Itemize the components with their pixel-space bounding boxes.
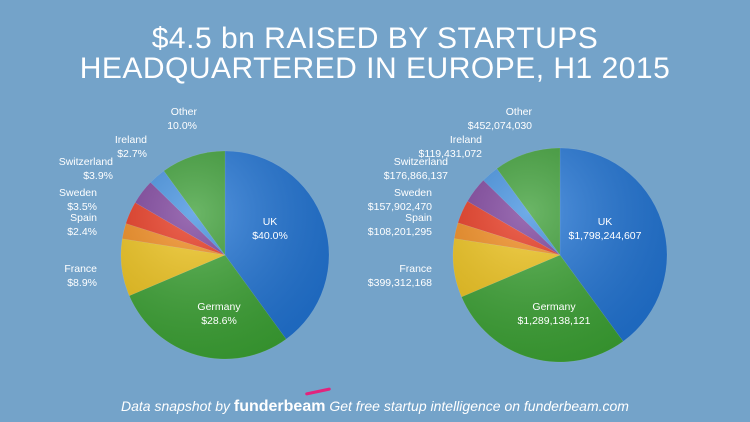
slice-value-germany: $28.6% (201, 315, 237, 327)
slice-label-ireland: Ireland (115, 134, 147, 146)
slice-value-uk: $1,798,244,607 (569, 230, 642, 242)
footer-prefix: Data snapshot by (121, 398, 230, 414)
slice-label-france: France (64, 263, 97, 275)
slice-label-sweden: Sweden (59, 187, 97, 199)
slice-value-spain: $108,201,295 (368, 226, 432, 238)
slice-label-uk: UK (263, 216, 278, 228)
slice-value-switzerland: $176,866,137 (384, 170, 448, 182)
chart-title-line-2: HEADQUARTERED IN EUROPE, H1 2015 (79, 52, 671, 85)
slice-value-france: $8.9% (67, 277, 97, 289)
slice-value-sweden: $3.5% (67, 201, 97, 213)
slice-label-uk: UK (598, 216, 613, 228)
slice-value-switzerland: $3.9% (83, 170, 113, 182)
funderbeam-logo[interactable]: funderbeam (233, 387, 332, 415)
slice-value-germany: $1,289,138,121 (518, 315, 591, 327)
slice-label-spain: Spain (405, 212, 432, 224)
slice-value-spain: $2.4% (67, 226, 97, 238)
footer-suffix: Get free startup intelligence on funderb… (329, 398, 629, 414)
slice-label-ireland: Ireland (450, 134, 482, 146)
slice-label-other: Other (506, 106, 533, 118)
slice-value-ireland: $2.7% (117, 148, 147, 160)
slice-label-spain: Spain (70, 212, 97, 224)
slice-value-sweden: $157,902,470 (368, 201, 432, 213)
slice-label-switzerland: Switzerland (59, 156, 113, 168)
slice-value-ireland: $119,431,072 (419, 148, 483, 160)
pie-chart-percent: UK $40.0% Germany $28.6% France $8.9% Spain $2.… (59, 106, 330, 360)
slice-label-germany: Germany (197, 301, 241, 313)
pie-chart-amount: UK $1,798,244,607 Germany $1,289,138,121 Fra… (368, 106, 668, 363)
slice-value-france: $399,312,168 (368, 277, 432, 289)
slice-label-other: Other (171, 106, 198, 118)
slice-label-france: France (399, 263, 432, 275)
slice-value-other: $452,074,030 (468, 120, 532, 132)
slice-label-sweden: Sweden (394, 187, 432, 199)
slice-value-other: 10.0% (167, 120, 197, 132)
footer: Data snapshot by funderbeam Get free sta… (0, 387, 750, 416)
slice-label-switzerland: Switzerland (394, 156, 448, 168)
slice-label-germany: Germany (532, 301, 576, 313)
brand-name: funderbeam (233, 398, 326, 415)
chart-title-line-1: $4.5 bn RAISED BY STARTUPS (151, 22, 599, 55)
slice-value-uk: $40.0% (252, 230, 288, 242)
